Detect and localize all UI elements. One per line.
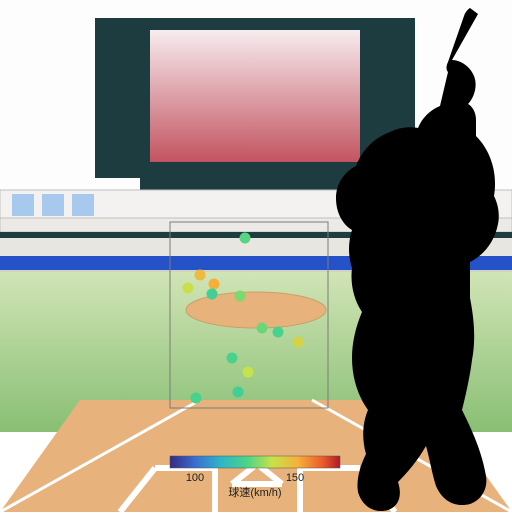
- pitch-marker: [240, 233, 251, 244]
- colorbar-tick-label: 100: [186, 472, 204, 484]
- pitch-marker: [243, 367, 254, 378]
- pitch-marker: [293, 337, 304, 348]
- pitch-marker: [273, 327, 284, 338]
- pitch-marker: [257, 323, 268, 334]
- colorbar-gradient: [170, 456, 340, 468]
- pitch-marker: [209, 279, 220, 290]
- pitch-marker: [191, 393, 202, 404]
- colorbar-tick-label: 150: [286, 472, 304, 484]
- pitch-marker: [195, 270, 206, 281]
- pitch-location-chart: 100 150 球速(km/h): [0, 0, 512, 512]
- pitch-marker: [207, 289, 218, 300]
- pitch-marker: [235, 291, 246, 302]
- pitch-marker: [183, 283, 194, 294]
- pitch-marker: [227, 353, 238, 364]
- pitch-marker: [233, 387, 244, 398]
- colorbar-axis-label: 球速(km/h): [228, 485, 281, 499]
